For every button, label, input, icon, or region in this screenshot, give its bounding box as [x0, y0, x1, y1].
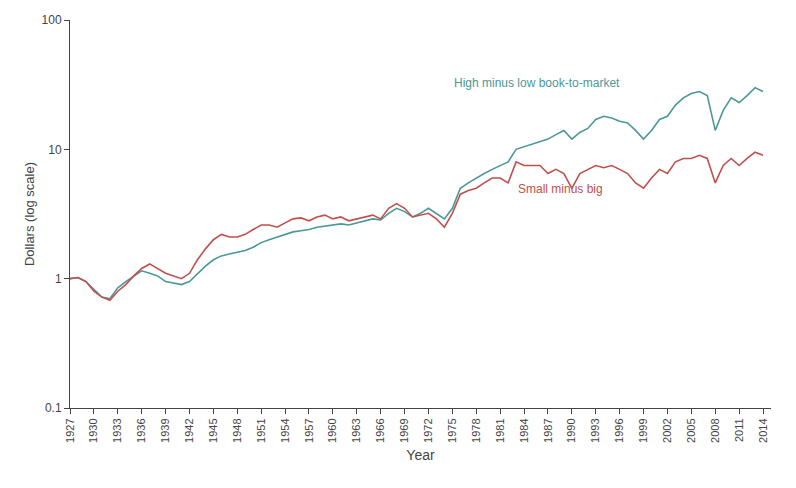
svg-text:2014: 2014	[757, 418, 769, 442]
svg-text:1942: 1942	[183, 418, 195, 442]
svg-text:1990: 1990	[565, 418, 577, 442]
svg-text:100: 100	[42, 13, 62, 27]
svg-text:1930: 1930	[87, 418, 99, 442]
svg-text:1972: 1972	[422, 418, 434, 442]
svg-text:1996: 1996	[613, 418, 625, 442]
svg-text:2011: 2011	[733, 418, 745, 442]
svg-text:1969: 1969	[398, 418, 410, 442]
svg-text:1966: 1966	[374, 418, 386, 442]
svg-text:1927: 1927	[64, 418, 76, 442]
svg-text:1975: 1975	[446, 418, 458, 442]
svg-text:1951: 1951	[255, 418, 267, 442]
svg-text:1984: 1984	[518, 418, 530, 442]
svg-text:1999: 1999	[637, 418, 649, 442]
svg-text:1963: 1963	[350, 418, 362, 442]
svg-text:0.1: 0.1	[45, 401, 62, 415]
svg-text:1: 1	[55, 272, 62, 286]
svg-text:2002: 2002	[661, 418, 673, 442]
svg-text:1948: 1948	[231, 418, 243, 442]
svg-text:1933: 1933	[111, 418, 123, 442]
svg-text:1960: 1960	[326, 418, 338, 442]
svg-text:1993: 1993	[589, 418, 601, 442]
svg-text:10: 10	[48, 143, 62, 157]
svg-text:1936: 1936	[135, 418, 147, 442]
svg-text:Dollars (log scale): Dollars (log scale)	[22, 162, 37, 266]
svg-text:Year: Year	[406, 447, 435, 463]
svg-text:1987: 1987	[542, 418, 554, 442]
svg-text:1939: 1939	[159, 418, 171, 442]
svg-text:High minus low book-to-market: High minus low book-to-market	[454, 76, 620, 90]
svg-text:2005: 2005	[685, 418, 697, 442]
svg-text:1957: 1957	[303, 418, 315, 442]
svg-text:1981: 1981	[494, 418, 506, 442]
svg-text:2008: 2008	[709, 418, 721, 442]
svg-text:Small minus big: Small minus big	[518, 182, 603, 196]
svg-text:1978: 1978	[470, 418, 482, 442]
svg-text:1945: 1945	[207, 418, 219, 442]
svg-text:1954: 1954	[279, 418, 291, 442]
